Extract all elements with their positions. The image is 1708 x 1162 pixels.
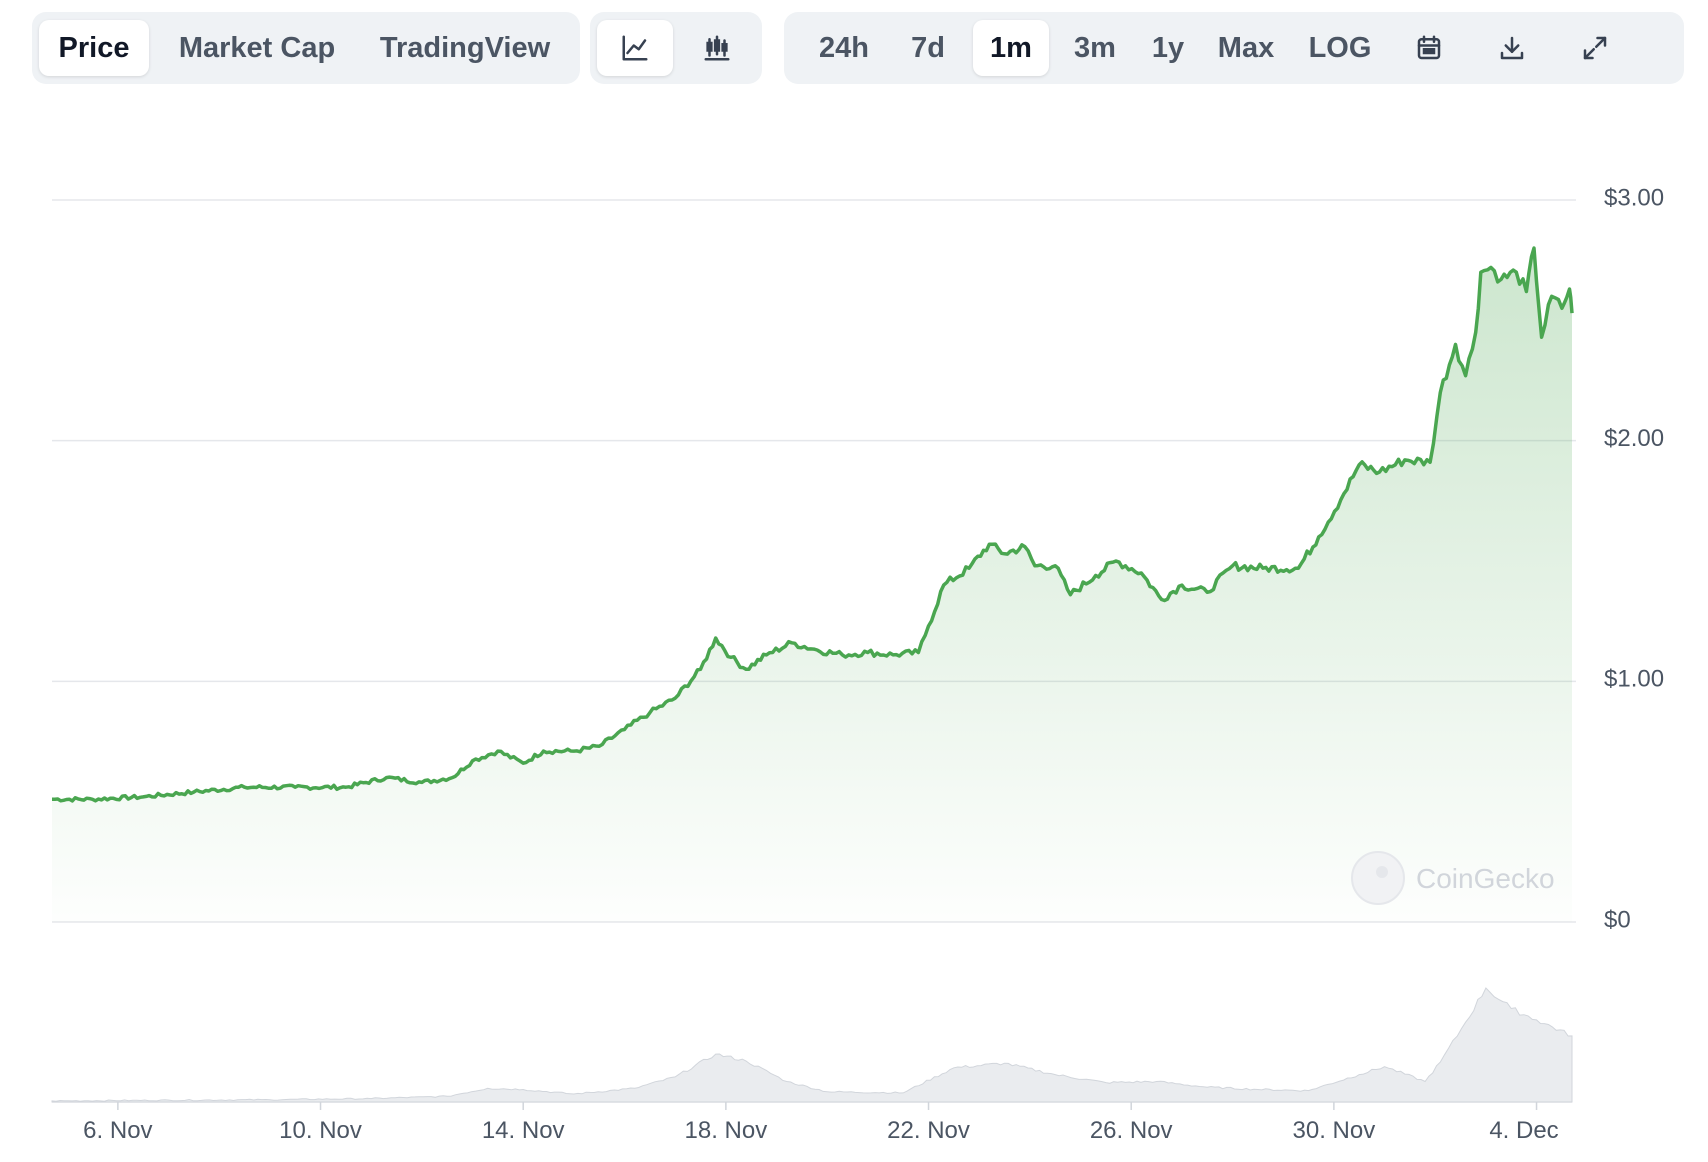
coingecko-watermark: CoinGecko: [1351, 851, 1555, 905]
range-7d[interactable]: 7d: [911, 32, 945, 64]
range-3m[interactable]: 3m: [1074, 32, 1116, 64]
x-tick-label: 30. Nov: [1293, 1117, 1376, 1144]
tab-price[interactable]: Price: [39, 20, 149, 76]
range-1m[interactable]: 1m: [973, 20, 1049, 76]
x-tick-label: 6. Nov: [83, 1117, 152, 1144]
calendar-icon: [1417, 35, 1441, 60]
chart-type-toggle: [590, 12, 762, 84]
download-icon: [1500, 36, 1524, 60]
y-tick-label: $0: [1604, 906, 1631, 933]
price-line: [52, 246, 1574, 803]
y-axis: $3.00 $2.00 $1.00 $0: [1604, 184, 1664, 933]
x-tick-label: 26. Nov: [1090, 1117, 1173, 1144]
coingecko-logo-icon: [1351, 851, 1405, 905]
watermark-text: CoinGecko: [1416, 863, 1555, 894]
y-tick-label: $3.00: [1604, 184, 1664, 211]
range-max[interactable]: Max: [1217, 32, 1275, 64]
x-tick-label: 10. Nov: [279, 1117, 362, 1144]
x-tick-label: 14. Nov: [482, 1117, 565, 1144]
download-button[interactable]: [1477, 20, 1547, 76]
x-tick-label: 22. Nov: [887, 1117, 970, 1144]
range-1y[interactable]: 1y: [1151, 32, 1185, 64]
x-tick-label: 4. Dec: [1489, 1117, 1558, 1144]
range-24h[interactable]: 24h: [819, 32, 869, 64]
x-tick-label: 18. Nov: [685, 1117, 768, 1144]
candlestick-chart-icon: [704, 35, 730, 61]
x-axis: 6. Nov 10. Nov 14. Nov 18. Nov 22. Nov 26. No…: [83, 1102, 1559, 1144]
fullscreen-button[interactable]: [1560, 20, 1630, 76]
price-area-fill: [52, 248, 1572, 923]
line-chart-button[interactable]: [597, 20, 673, 76]
tab-tradingview[interactable]: TradingView: [379, 32, 551, 64]
y-tick-label: $2.00: [1604, 425, 1664, 452]
volume-area: [51, 987, 1573, 1103]
range-toolbar: 24h 7d 1m 3m 1y Max LOG: [784, 12, 1684, 84]
line-chart-icon: [622, 35, 648, 61]
y-tick-label: $1.00: [1604, 666, 1664, 693]
expand-icon: [1583, 36, 1607, 60]
candlestick-chart-button[interactable]: [679, 20, 755, 76]
log-scale-toggle[interactable]: LOG: [1308, 32, 1372, 64]
view-tabs: Price Market Cap TradingView: [32, 12, 580, 84]
calendar-button[interactable]: [1394, 20, 1464, 76]
tab-market-cap[interactable]: Market Cap: [178, 32, 336, 64]
